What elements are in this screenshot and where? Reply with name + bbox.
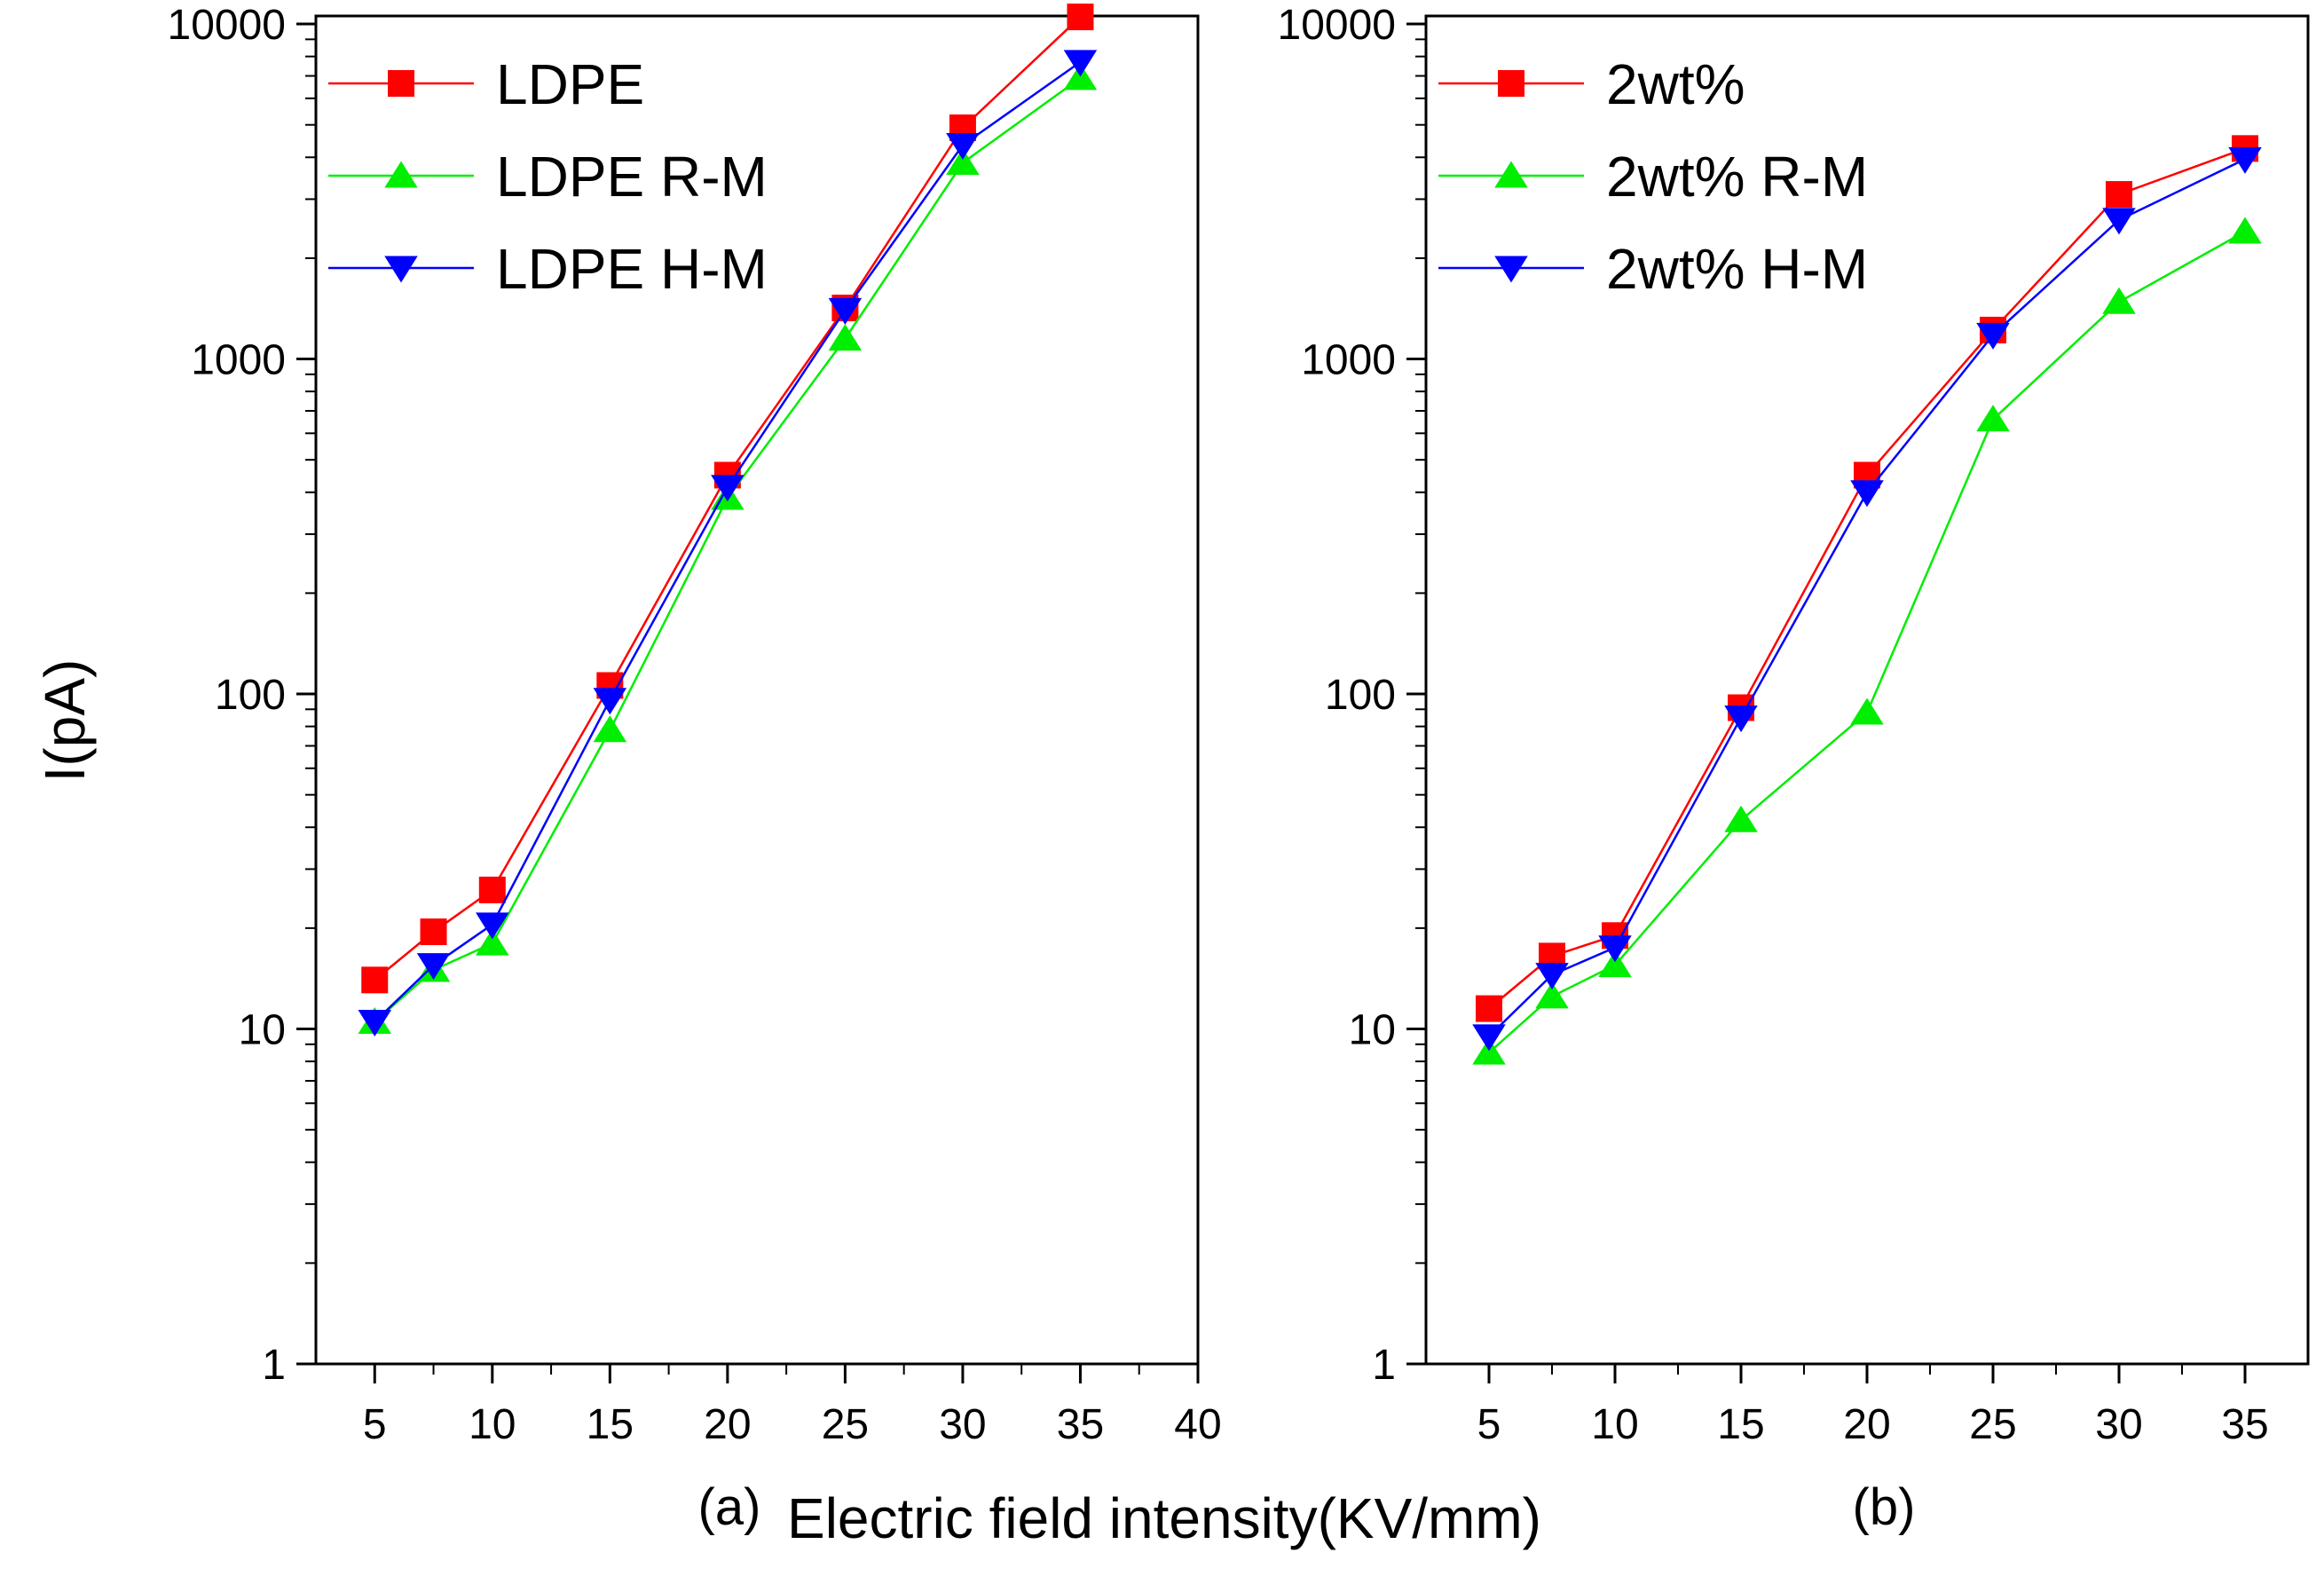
data-point [1063,50,1098,77]
y-tick-label: 1000 [1301,337,1396,384]
x-tick-label: 5 [1477,1401,1501,1448]
legend-label: LDPE R-M [496,145,768,209]
data-point [1724,705,1758,733]
x-axis-title: Electric field intensity(KV/mm) [787,1486,1541,1550]
legend-marker [1494,161,1528,188]
x-tick-label: 20 [1843,1401,1890,1448]
data-point [1067,4,1094,31]
legend-marker [384,256,418,283]
data-point [1472,1024,1506,1052]
y-tick-label: 10 [1349,1007,1396,1054]
y-tick-label: 1 [262,1342,286,1389]
plot-frame [1424,14,2310,1366]
data-point [2102,287,2136,314]
legend-marker [384,161,418,188]
legend-label: 2wt% R-M [1606,145,1868,209]
panel-caption: (a) [698,1478,761,1536]
legend-label: 2wt% H-M [1606,237,1868,301]
data-point [1598,950,1632,978]
x-tick-label: 5 [363,1401,387,1448]
legend-label: LDPE H-M [496,237,768,301]
y-tick-label: 100 [215,672,286,719]
x-tick-label: 25 [822,1401,869,1448]
data-point [1850,480,1884,508]
data-point [828,297,863,325]
data-point [416,953,451,981]
y-tick-label: 10000 [1278,2,1396,49]
data-point [420,918,447,946]
x-tick-label: 35 [2221,1401,2268,1448]
series-line [1488,230,2246,1054]
data-point [1976,322,2010,350]
panel-caption: (b) [1853,1478,1916,1536]
series-line [374,76,1082,1023]
data-point [1472,1037,1506,1065]
x-tick-label: 15 [1717,1401,1764,1448]
x-tick-label: 30 [939,1401,986,1448]
x-tick-label: 20 [704,1401,751,1448]
data-point [593,715,627,743]
data-point [1476,995,1502,1022]
x-tick-label: 15 [587,1401,634,1448]
data-point [478,876,506,903]
data-point [946,133,980,161]
y-tick-label: 1000 [191,337,286,384]
data-point [1850,697,1884,725]
y-tick-label: 100 [1325,672,1396,719]
data-point [1598,935,1632,963]
data-point [476,912,509,940]
panel-b: 1 10 100 1000 10000 5 10 15 20 25 30 35 2wt% 2wt% R-M… [1278,2,2310,1536]
data-point [361,966,389,994]
y-tick-label: 1 [1372,1342,1396,1389]
data-point [1535,981,1569,1009]
x-tick-label: 10 [1591,1401,1638,1448]
y-axis-title: I(pA) [33,659,97,783]
data-point [946,148,980,176]
panel-a: 1 10 100 1000 10000 5 10 15 20 25 30 35 40 LDPE LDPE R… [168,2,1222,1536]
legend-marker [1494,256,1528,283]
data-point [2106,181,2132,209]
data-point [2228,217,2262,244]
data-point [1535,963,1569,990]
data-point [828,324,863,351]
data-point [1976,405,2010,432]
legend-marker [1498,70,1524,97]
x-tick-label: 35 [1057,1401,1104,1448]
legend-label: LDPE [496,52,644,116]
data-point [711,475,744,502]
data-point [593,688,627,715]
data-point [1724,805,1758,832]
data-point [2102,208,2136,235]
y-tick-label: 10 [239,1007,286,1054]
x-tick-label: 10 [469,1401,516,1448]
x-tick-label: 40 [1174,1401,1221,1448]
legend-marker [388,70,414,97]
data-point [476,928,509,956]
y-tick-label: 10000 [168,2,286,49]
x-tick-label: 30 [2095,1401,2142,1448]
data-point [2228,146,2262,174]
data-point [358,1010,392,1037]
x-tick-label: 25 [1969,1401,2016,1448]
plot-frame [314,14,1200,1366]
legend-label: 2wt% [1606,52,1745,116]
